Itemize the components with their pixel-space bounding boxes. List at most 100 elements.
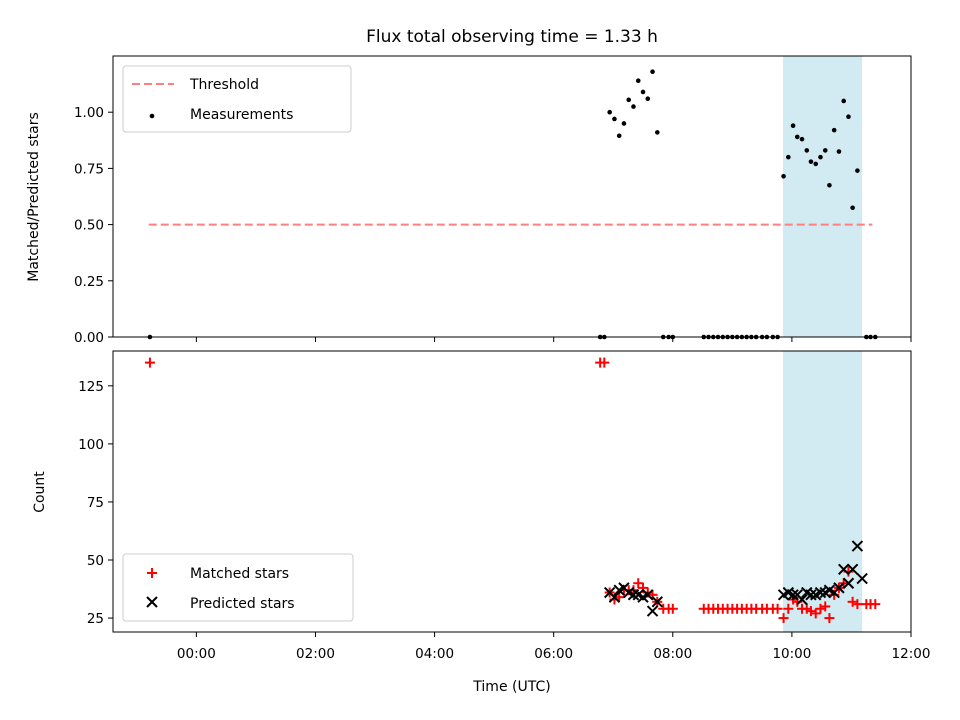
measurement-point <box>822 148 828 153</box>
bottom-shade-rect <box>782 351 863 632</box>
measurement-point <box>846 114 851 119</box>
measurement-point <box>626 97 632 103</box>
matched-star-marker <box>667 603 678 614</box>
predicted-star-marker <box>805 589 817 601</box>
measurement-point <box>855 168 860 173</box>
bottom-y-tick-label: 50 <box>87 553 104 569</box>
measurement-point <box>786 154 791 160</box>
predicted-star-marker <box>842 577 855 589</box>
predicted-star-marker <box>796 593 808 606</box>
matched-star-marker <box>778 613 789 624</box>
measurement-point <box>790 123 796 128</box>
matched-star-marker <box>633 578 644 589</box>
measurement-point <box>827 182 832 188</box>
legend-matched-label: Matched stars <box>190 566 289 582</box>
legend-predicted-swatch <box>146 596 158 608</box>
x-tick-label: 10:00 <box>772 646 811 662</box>
matched-star-marker <box>144 357 155 368</box>
matched-star-marker <box>772 603 783 614</box>
predicted-star-marker <box>833 582 845 594</box>
measurement-point <box>612 116 617 122</box>
matched-star-marker <box>852 599 863 610</box>
bottom-y-tick-label: 125 <box>78 379 104 395</box>
legend-measurements-label: Measurements <box>190 107 293 123</box>
measurement-point <box>635 78 641 84</box>
top-y-tick-label: 0.50 <box>74 218 104 234</box>
predicted-star-marker <box>608 591 621 603</box>
matched-star-marker <box>614 592 625 603</box>
predicted-star-markers <box>603 540 868 617</box>
x-tick-label: 02:00 <box>296 646 335 662</box>
measurement-point <box>650 69 655 75</box>
top-panel: 0.00 0.25 0.50 0.75 1.00 Matched/Predicted s… <box>26 55 912 346</box>
top-x-ticks <box>195 337 912 342</box>
top-legend-box <box>122 65 352 133</box>
matched-star-marker <box>815 603 826 614</box>
measurement-point <box>607 109 612 115</box>
measurement-point <box>804 148 810 153</box>
bottom-legend: Matched stars Predicted stars <box>122 553 354 622</box>
top-shade-rect <box>782 56 863 337</box>
measurement-point <box>808 159 814 164</box>
top-y-tick-label: 0.00 <box>74 330 104 346</box>
bottom-y-tick-label: 75 <box>87 495 104 511</box>
legend-predicted-label: Predicted stars <box>190 596 295 612</box>
predicted-star-marker <box>642 589 654 601</box>
bottom-panel: 25 50 75 100 125 00:00 02:00 04:00 06:00 08:00 10… <box>32 350 931 695</box>
top-shaded-interval <box>782 56 863 337</box>
x-tick-label: 04:00 <box>415 646 454 662</box>
x-tick-label: 00:00 <box>177 646 216 662</box>
matched-star-marker <box>599 357 610 368</box>
matched-star-marker <box>810 608 821 619</box>
x-axis-label: Time (UTC) <box>472 679 550 695</box>
x-tick-label: 08:00 <box>653 646 692 662</box>
measurement-point <box>640 89 646 95</box>
measurement-point <box>818 154 823 160</box>
measurement-point <box>813 161 819 167</box>
measurement-point <box>794 134 800 140</box>
predicted-star-marker <box>651 596 664 608</box>
top-y-tick-label: 1.00 <box>74 105 104 121</box>
predicted-star-marker <box>856 572 868 585</box>
predicted-star-marker <box>846 563 859 576</box>
predicted-star-marker <box>814 586 827 599</box>
legend-threshold-label: Threshold <box>189 77 259 93</box>
bottom-shaded-interval <box>782 351 863 632</box>
measurement-point <box>616 133 622 139</box>
measurement-point <box>621 121 627 126</box>
top-y-tick-label: 0.75 <box>74 161 104 177</box>
bottom-y-axis-label: Count <box>32 471 48 513</box>
measurement-point <box>631 104 636 109</box>
matched-star-marker <box>783 603 794 614</box>
bottom-plot-frame <box>112 350 912 633</box>
top-plot-frame <box>112 55 912 338</box>
top-y-ticks: 0.00 0.25 0.50 0.75 1.00 <box>74 105 113 346</box>
top-y-axis-label: Matched/Predicted stars <box>26 112 42 282</box>
predicted-star-marker <box>646 605 659 617</box>
predicted-star-marker <box>851 540 864 552</box>
predicted-star-marker <box>787 589 799 601</box>
bottom-x-ticks: 00:00 02:00 04:00 06:00 08:00 10:00 12:00 <box>177 632 931 662</box>
matched-star-marker <box>847 596 858 607</box>
measurement-point <box>781 173 786 179</box>
top-legend: Threshold Measurements <box>122 65 352 133</box>
top-y-tick-label: 0.25 <box>74 274 104 290</box>
predicted-star-marker <box>837 563 850 576</box>
x-tick-label: 12:00 <box>892 646 931 662</box>
measurement-point <box>799 136 805 142</box>
measurement-point <box>836 149 842 154</box>
x-tick-label: 06:00 <box>534 646 573 662</box>
chart-title: Flux total observing time = 1.33 h <box>366 27 658 47</box>
measurement-point <box>831 127 837 133</box>
bottom-y-tick-label: 100 <box>78 437 104 453</box>
measurement-point <box>850 205 855 211</box>
measurement-point <box>645 96 651 102</box>
matched-star-marker <box>805 606 816 617</box>
legend-matched-swatch <box>147 568 157 578</box>
matched-star-marker <box>820 601 831 612</box>
bottom-y-ticks: 25 50 75 100 125 <box>78 379 113 627</box>
legend-measurements-swatch <box>149 113 155 119</box>
matched-star-marker <box>870 599 881 610</box>
bottom-y-tick-label: 25 <box>87 611 104 627</box>
